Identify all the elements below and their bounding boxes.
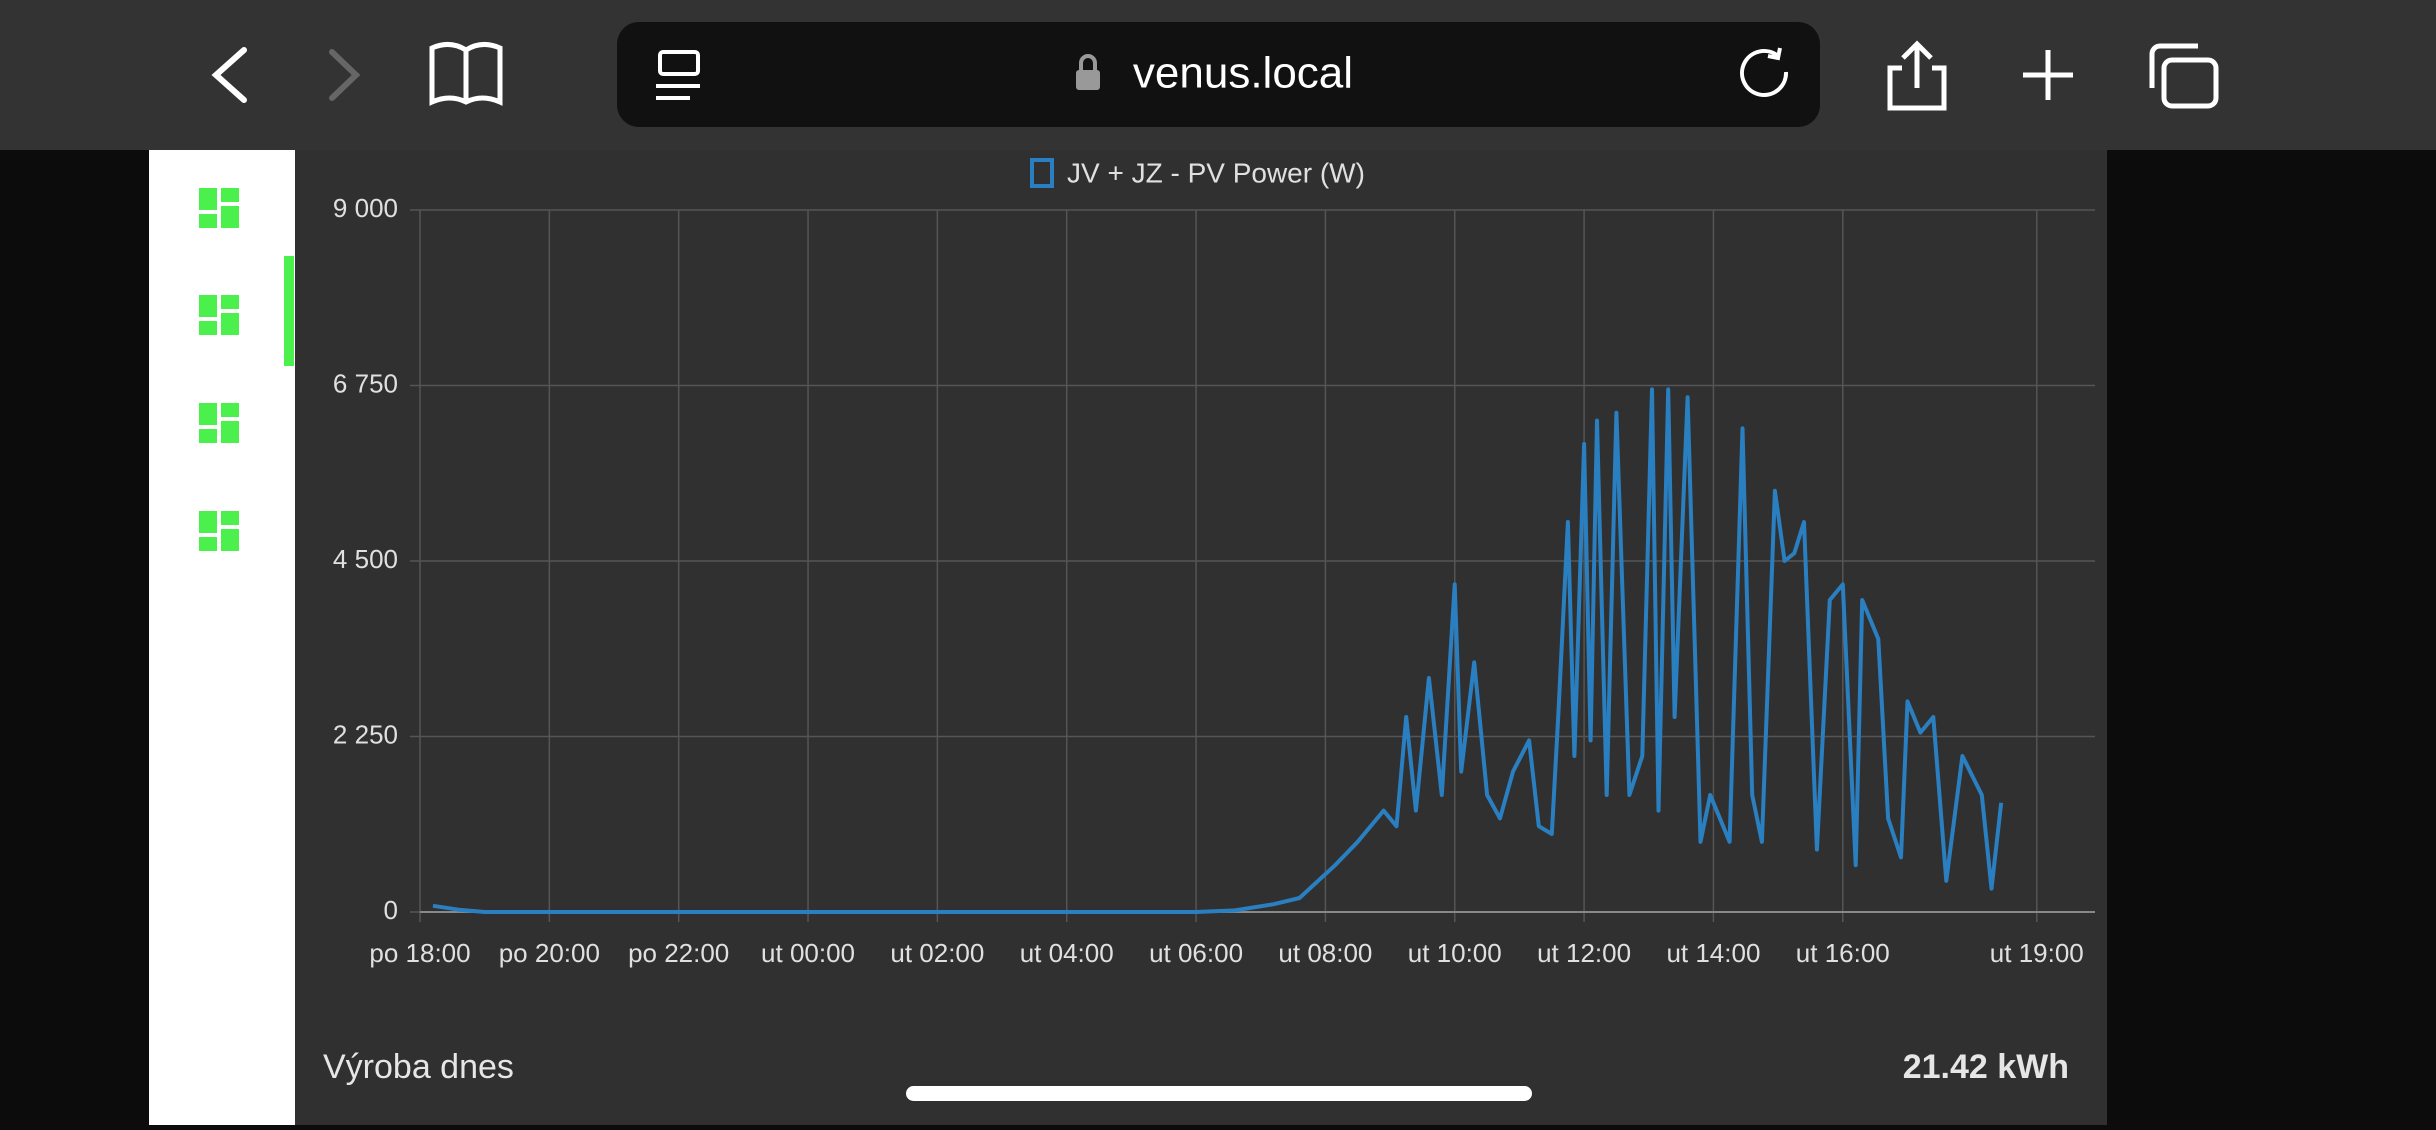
y-tick-label: 6 750	[333, 368, 398, 398]
new-tab-button[interactable]	[2023, 50, 2073, 100]
x-tick-label: ut 00:00	[761, 938, 855, 968]
y-tick-label: 9 000	[333, 193, 398, 223]
footer-value: 21.42 kWh	[1903, 1048, 2069, 1086]
chart: 0 2 250 4 500 6 750 9 000 po 18:00 po 20:00 po …	[333, 157, 2095, 968]
share-button[interactable]	[1887, 40, 1947, 111]
y-tick-label: 0	[384, 895, 398, 925]
x-tick-label: ut 02:00	[890, 938, 984, 968]
footer-label: Výroba dnes	[323, 1048, 514, 1086]
url: venus.local	[1133, 49, 1353, 98]
x-tick-label: ut 19:00	[1990, 938, 2084, 968]
x-tick-label: ut 06:00	[1149, 938, 1243, 968]
sidebar-icons	[199, 188, 294, 551]
content-panel	[295, 150, 2107, 1125]
legend-swatch	[1030, 158, 1054, 188]
x-tick-label: ut 08:00	[1278, 938, 1372, 968]
x-tick-label: po 18:00	[369, 938, 470, 968]
dashboard-icon[interactable]	[199, 403, 239, 443]
y-tick-label: 4 500	[333, 544, 398, 574]
legend-label: JV + JZ - PV Power (W)	[1067, 157, 1365, 188]
home-indicator	[906, 1086, 1532, 1101]
x-tick-label: ut 10:00	[1408, 938, 1502, 968]
reader-icon[interactable]	[656, 50, 700, 100]
x-tick-label: ut 12:00	[1537, 938, 1631, 968]
x-tick-label: po 22:00	[628, 938, 729, 968]
data-line	[432, 387, 2004, 914]
tabs-button[interactable]	[2149, 43, 2219, 109]
x-tick-label: ut 16:00	[1796, 938, 1890, 968]
dashboard-icon[interactable]	[199, 295, 239, 335]
reload-button[interactable]	[1740, 47, 1789, 97]
x-tick-label: po 20:00	[499, 938, 600, 968]
bookmarks-button[interactable]	[429, 42, 503, 106]
address-bar[interactable]	[617, 22, 1820, 127]
x-tick-label: ut 04:00	[1020, 938, 1114, 968]
lock-icon	[1076, 54, 1100, 90]
dashboard-icon[interactable]	[199, 188, 239, 228]
dashboard-icon[interactable]	[199, 511, 239, 551]
y-tick-label: 2 250	[333, 719, 398, 749]
x-tick-label: ut 14:00	[1666, 938, 1760, 968]
active-indicator	[284, 256, 294, 366]
back-button[interactable]	[211, 47, 247, 103]
forward-button[interactable]	[329, 49, 361, 101]
sidebar	[149, 150, 295, 1125]
